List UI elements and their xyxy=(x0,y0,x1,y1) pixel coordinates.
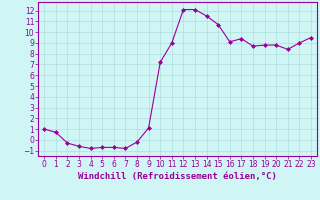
X-axis label: Windchill (Refroidissement éolien,°C): Windchill (Refroidissement éolien,°C) xyxy=(78,172,277,181)
